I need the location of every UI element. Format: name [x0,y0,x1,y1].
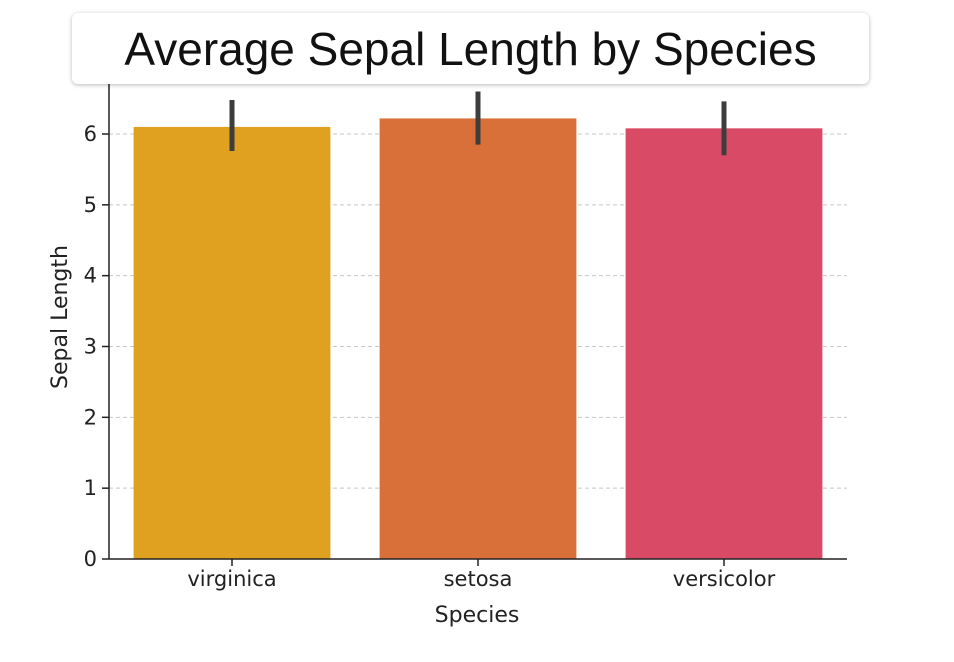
y-tick-label: 3 [84,335,97,359]
y-axis-label: Sepal Length [48,245,73,389]
x-ticks: virginica setosa versicolor [187,559,776,591]
x-tick-label-versicolor: versicolor [673,567,776,591]
x-axis-label: Species [435,603,520,628]
bar-versicolor [625,128,823,560]
y-tick-label: 1 [84,476,97,500]
error-bars [229,91,727,156]
y-ticks: 0 1 2 3 4 5 6 [84,122,109,571]
chart-title-box: Average Sepal Length by Species [72,13,869,84]
bars [133,118,823,560]
y-tick-label: 2 [84,405,97,429]
bar-virginica [133,126,331,560]
y-tick-label: 6 [84,122,97,146]
y-tick-label: 4 [84,264,97,288]
chart-title: Average Sepal Length by Species [124,22,817,75]
y-tick-label: 5 [84,193,97,217]
x-tick-label-virginica: virginica [187,567,276,591]
x-tick-label-setosa: setosa [444,567,513,591]
y-tick-label: 0 [84,547,97,571]
bar-setosa [379,118,577,560]
